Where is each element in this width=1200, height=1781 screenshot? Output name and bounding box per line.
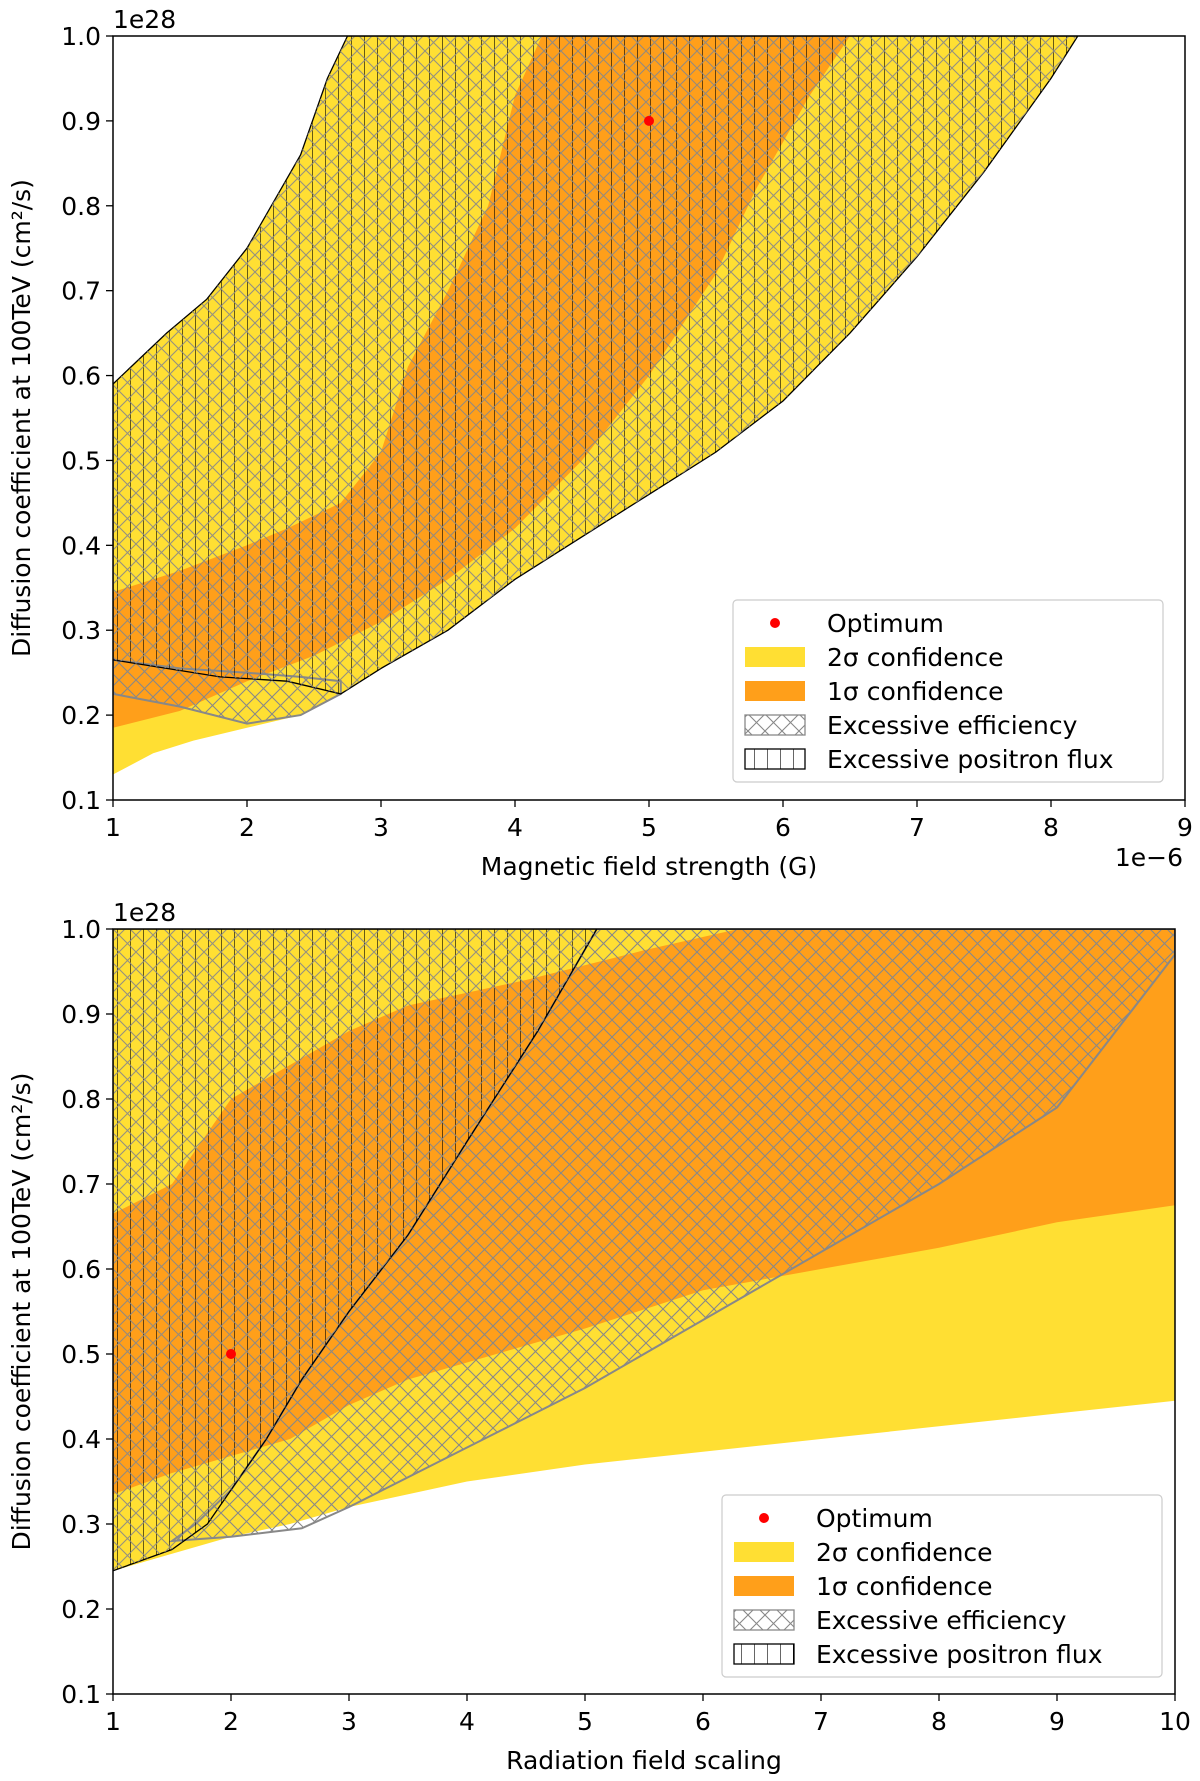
x-tick-label: 4 bbox=[507, 813, 523, 842]
legend-handle-excessive-efficiency bbox=[744, 714, 806, 736]
x-tick-label: 7 bbox=[813, 1707, 829, 1736]
chart-bottom-radiation-field: 1 2 3 4 5 6 7 8 9 10 0.1 0.2 0.3 0.4 0.5 0.6 0.7 0.8 0.9 1.… bbox=[7, 898, 1191, 1775]
legend: Optimum 2σ confidence 1σ confidence Excessi… bbox=[732, 599, 1164, 783]
legend-label: 1σ confidence bbox=[827, 677, 1004, 706]
legend-box bbox=[721, 1494, 1163, 1678]
legend-label: 2σ confidence bbox=[827, 643, 1004, 672]
y-tick-label: 0.6 bbox=[61, 362, 101, 391]
legend-label: Excessive efficiency bbox=[816, 1606, 1067, 1635]
y-tick-label: 0.5 bbox=[61, 446, 101, 475]
y-tick-label: 0.2 bbox=[61, 1595, 101, 1624]
x-tick-label: 2 bbox=[223, 1707, 239, 1736]
region-excessive-positron-flux-crosshatch bbox=[113, 929, 597, 1571]
x-tick-label: 5 bbox=[577, 1707, 593, 1736]
y-tick-label: 0.4 bbox=[61, 531, 101, 560]
y-tick-label: 0.1 bbox=[61, 786, 101, 815]
legend-handle-excessive-positron-flux bbox=[733, 1643, 795, 1665]
y-tick-label: 0.8 bbox=[61, 1085, 101, 1114]
x-axis-label: Radiation field scaling bbox=[506, 1746, 782, 1775]
legend-handle-excessive-efficiency bbox=[733, 1609, 795, 1631]
x-tick-label: 6 bbox=[695, 1707, 711, 1736]
legend-label: Excessive positron flux bbox=[816, 1640, 1103, 1669]
y-tick-label: 0.7 bbox=[61, 1170, 101, 1199]
x-tick-label: 8 bbox=[931, 1707, 947, 1736]
y-tick-label: 0.4 bbox=[61, 1425, 101, 1454]
legend-label: 2σ confidence bbox=[816, 1538, 993, 1567]
legend-handle-1sigma bbox=[734, 1576, 794, 1596]
optimum-point bbox=[226, 1349, 236, 1359]
axes-frame bbox=[112, 928, 1176, 1695]
x-tick-label: 5 bbox=[641, 813, 657, 842]
y-tick-label: 0.6 bbox=[61, 1255, 101, 1284]
y-tick-label: 0.8 bbox=[61, 192, 101, 221]
x-tick-label: 6 bbox=[775, 813, 791, 842]
legend-handle-optimum bbox=[759, 1513, 769, 1523]
legend-label: 1σ confidence bbox=[816, 1572, 993, 1601]
y-tick-label: 0.5 bbox=[61, 1340, 101, 1369]
x-offset-label: 1e−6 bbox=[1115, 843, 1183, 872]
y-tick-label: 0.2 bbox=[61, 701, 101, 730]
x-tick-label: 3 bbox=[373, 813, 389, 842]
region-excessive-positron-flux-crosshatch bbox=[113, 36, 1078, 694]
legend-label: Excessive efficiency bbox=[827, 711, 1078, 740]
x-tick-label: 10 bbox=[1159, 1707, 1191, 1736]
y-offset-label: 1e28 bbox=[113, 5, 176, 34]
legend-handle-1sigma bbox=[745, 681, 805, 701]
x-tick-label: 3 bbox=[341, 1707, 357, 1736]
y-tick-label: 0.9 bbox=[61, 107, 101, 136]
legend-handle-2sigma bbox=[734, 1542, 794, 1562]
x-tick-label: 1 bbox=[105, 813, 121, 842]
x-tick-label: 1 bbox=[105, 1707, 121, 1736]
legend-handle-2sigma bbox=[745, 647, 805, 667]
legend-label: Excessive positron flux bbox=[827, 745, 1114, 774]
legend-label: Optimum bbox=[827, 609, 944, 638]
y-axis-label: Diffusion coefficient at 100TeV (cm²/s) bbox=[7, 179, 36, 657]
y-offset-label: 1e28 bbox=[113, 898, 176, 927]
legend-label: Optimum bbox=[816, 1504, 933, 1533]
y-tick-label: 1.0 bbox=[61, 915, 101, 944]
x-tick-label: 9 bbox=[1177, 813, 1193, 842]
x-tick-label: 9 bbox=[1049, 1707, 1065, 1736]
legend-handle-excessive-positron-flux bbox=[744, 748, 806, 770]
y-axis-label: Diffusion coefficient at 100TeV (cm²/s) bbox=[7, 1073, 36, 1551]
x-tick-label: 2 bbox=[239, 813, 255, 842]
plot-area bbox=[113, 36, 1079, 775]
x-tick-label: 8 bbox=[1043, 813, 1059, 842]
plot-area bbox=[113, 929, 1175, 1572]
y-tick-label: 0.3 bbox=[61, 616, 101, 645]
legend: Optimum 2σ confidence 1σ confidence Excessi… bbox=[721, 1494, 1163, 1678]
y-tick-label: 0.9 bbox=[61, 1000, 101, 1029]
legend-handle-optimum bbox=[770, 618, 780, 628]
y-tick-label: 0.1 bbox=[61, 1680, 101, 1709]
x-tick-label: 7 bbox=[909, 813, 925, 842]
optimum-point bbox=[644, 115, 654, 126]
y-tick-label: 0.7 bbox=[61, 277, 101, 306]
y-tick-label: 0.3 bbox=[61, 1510, 101, 1539]
x-axis-label: Magnetic field strength (G) bbox=[481, 852, 817, 881]
x-tick-label: 4 bbox=[459, 1707, 475, 1736]
legend-box bbox=[732, 599, 1164, 783]
y-tick-label: 1.0 bbox=[61, 22, 101, 51]
chart-top-magnetic-field: 1 2 3 4 5 6 7 8 9 0.1 0.2 0.3 0.4 0.5 0.6 0.7 0.8 0.9 1.0 1… bbox=[7, 5, 1193, 881]
